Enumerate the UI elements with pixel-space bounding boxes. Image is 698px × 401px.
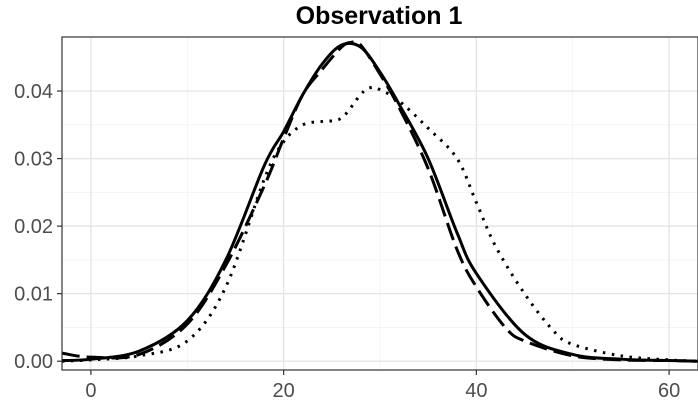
y-tick-label: 0.01	[14, 284, 53, 306]
panel-border	[61, 36, 698, 371]
y-axis: 0.00 0.01 0.02 0.03 0.04	[14, 81, 53, 373]
series-line-dashed	[61, 40, 698, 363]
chart-title: Observation 1	[296, 2, 463, 30]
y-tick-label: 0.04	[14, 81, 53, 103]
y-tick-label: 0.00	[14, 351, 53, 373]
x-tick-label: 20	[273, 380, 295, 401]
x-tick-label: 60	[658, 380, 680, 401]
axis-ticks	[57, 90, 670, 375]
x-axis: 0 20 40 60	[85, 380, 680, 401]
series-layer	[61, 40, 698, 363]
y-tick-label: 0.03	[14, 149, 53, 171]
x-tick-label: 0	[85, 380, 96, 401]
x-tick-label: 40	[465, 380, 487, 401]
major-grid	[62, 37, 698, 370]
y-tick-label: 0.02	[14, 216, 53, 238]
minor-grid	[62, 37, 698, 370]
